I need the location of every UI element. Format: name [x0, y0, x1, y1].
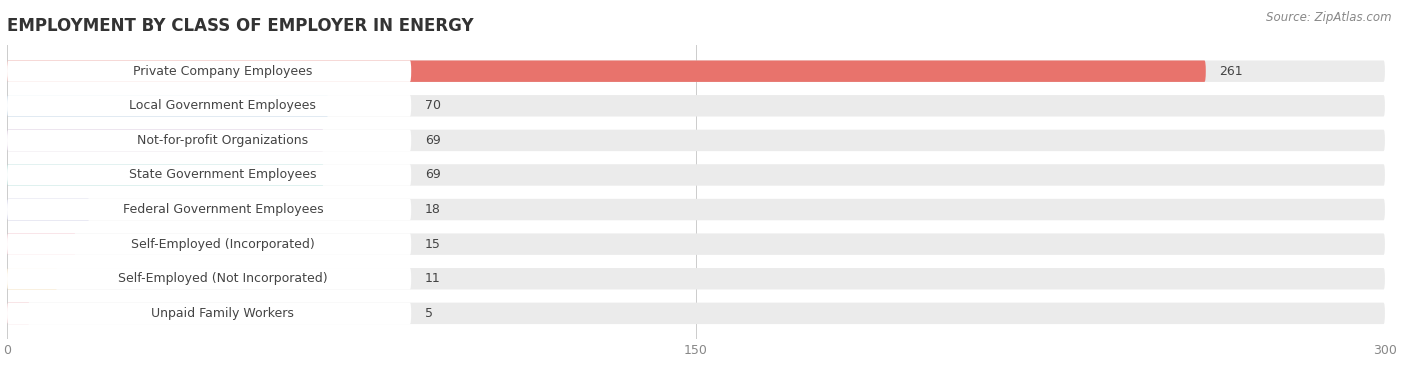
FancyBboxPatch shape	[7, 95, 1385, 116]
Text: Source: ZipAtlas.com: Source: ZipAtlas.com	[1267, 11, 1392, 24]
Text: 15: 15	[425, 238, 441, 251]
Text: 261: 261	[1219, 65, 1243, 78]
FancyBboxPatch shape	[7, 130, 1385, 151]
FancyBboxPatch shape	[7, 164, 323, 186]
FancyBboxPatch shape	[7, 199, 411, 220]
FancyBboxPatch shape	[7, 199, 1385, 220]
Text: Self-Employed (Incorporated): Self-Employed (Incorporated)	[131, 238, 315, 251]
Text: 69: 69	[425, 169, 440, 181]
FancyBboxPatch shape	[7, 268, 1385, 290]
FancyBboxPatch shape	[7, 130, 411, 151]
FancyBboxPatch shape	[7, 199, 90, 220]
FancyBboxPatch shape	[7, 233, 1385, 255]
Text: EMPLOYMENT BY CLASS OF EMPLOYER IN ENERGY: EMPLOYMENT BY CLASS OF EMPLOYER IN ENERG…	[7, 17, 474, 35]
Text: Local Government Employees: Local Government Employees	[129, 99, 316, 112]
FancyBboxPatch shape	[7, 233, 411, 255]
Text: Private Company Employees: Private Company Employees	[134, 65, 312, 78]
FancyBboxPatch shape	[7, 60, 411, 82]
Text: 70: 70	[425, 99, 441, 112]
FancyBboxPatch shape	[7, 233, 76, 255]
FancyBboxPatch shape	[7, 95, 411, 116]
FancyBboxPatch shape	[7, 164, 411, 186]
FancyBboxPatch shape	[7, 60, 1385, 82]
Text: 18: 18	[425, 203, 441, 216]
FancyBboxPatch shape	[7, 60, 1206, 82]
FancyBboxPatch shape	[7, 95, 329, 116]
FancyBboxPatch shape	[7, 268, 411, 290]
FancyBboxPatch shape	[7, 164, 1385, 186]
FancyBboxPatch shape	[7, 268, 58, 290]
Text: Unpaid Family Workers: Unpaid Family Workers	[152, 307, 294, 320]
Text: Not-for-profit Organizations: Not-for-profit Organizations	[138, 134, 308, 147]
Text: 11: 11	[425, 272, 440, 285]
Text: 69: 69	[425, 134, 440, 147]
Text: State Government Employees: State Government Employees	[129, 169, 316, 181]
Text: Federal Government Employees: Federal Government Employees	[122, 203, 323, 216]
FancyBboxPatch shape	[7, 303, 411, 324]
FancyBboxPatch shape	[7, 303, 30, 324]
FancyBboxPatch shape	[7, 130, 323, 151]
FancyBboxPatch shape	[7, 303, 1385, 324]
Text: 5: 5	[425, 307, 433, 320]
Text: Self-Employed (Not Incorporated): Self-Employed (Not Incorporated)	[118, 272, 328, 285]
